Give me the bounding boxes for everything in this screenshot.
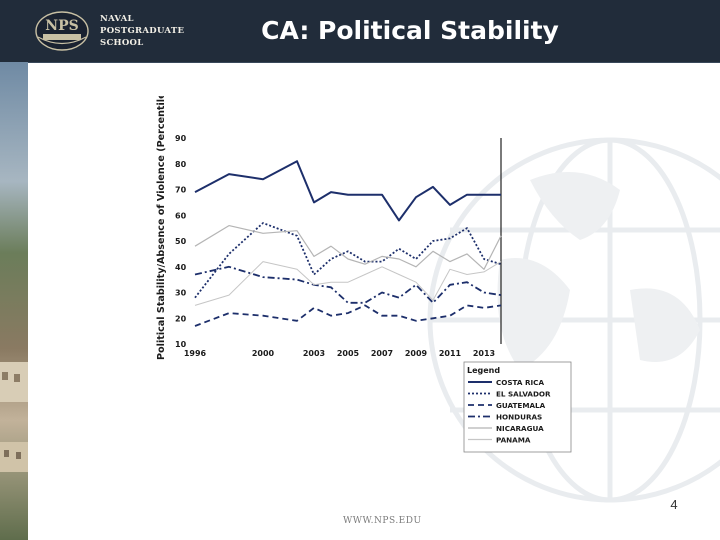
y-tick-label: 50 xyxy=(175,237,187,246)
x-tick-label: 2005 xyxy=(337,349,360,358)
campus-photo xyxy=(0,62,28,540)
logo-badge-text: NPS xyxy=(45,18,78,34)
legend-label-el-salvador: EL SALVADOR xyxy=(496,390,551,399)
y-tick-label: 60 xyxy=(175,211,187,220)
y-tick-label: 70 xyxy=(175,186,187,195)
globe-watermark-icon xyxy=(427,137,720,503)
series-line-costa-rica xyxy=(194,160,501,222)
x-tick-label: 2003 xyxy=(303,349,325,358)
y-tick-label: 10 xyxy=(175,340,187,349)
legend-box xyxy=(463,361,572,453)
school-name-line-2: POSTGRADUATE xyxy=(100,26,185,36)
nps-logo-icon: NPS xyxy=(35,11,89,51)
legend-label-costa-rica: COSTA RICA xyxy=(496,378,544,387)
y-axis-label: Political Stability/Absence of Violence … xyxy=(156,96,167,360)
legend-label-nicaragua: NICARAGUA xyxy=(496,424,544,433)
y-tick-label: 30 xyxy=(175,289,187,298)
legend-label-honduras: HONDURAS xyxy=(496,413,542,422)
chart-legend: Legend COSTA RICA EL SALVADOR GUATEMALA HON… xyxy=(463,361,572,453)
x-tick-label: 2011 xyxy=(439,349,462,358)
series-line-el-salvador xyxy=(194,222,502,299)
political-stability-chart: Political Stability/Absence of Violence … xyxy=(156,96,572,453)
series-line-honduras xyxy=(194,265,502,304)
school-name-line-1: NAVAL xyxy=(100,14,134,24)
legend-label-guatemala: GUATEMALA xyxy=(496,401,546,410)
x-tick-label: 2000 xyxy=(252,349,275,358)
page-number: 4 xyxy=(670,497,678,512)
series-line-nicaragua xyxy=(194,225,502,270)
y-tick-label: 40 xyxy=(175,263,187,272)
legend-label-panama: PANAMA xyxy=(496,436,531,445)
slide-title: CA: Political Stability xyxy=(261,16,559,45)
x-tick-label: 2009 xyxy=(405,349,428,358)
x-tick-label: 2013 xyxy=(473,349,495,358)
x-tick-label: 1996 xyxy=(184,349,207,358)
legend-title: Legend xyxy=(467,366,500,375)
school-name-line-3: SCHOOL xyxy=(100,38,144,48)
y-tick-label: 90 xyxy=(175,134,187,143)
x-tick-label: 2007 xyxy=(371,349,393,358)
y-tick-label: 80 xyxy=(175,160,187,169)
header-bar: NPS NAVAL POSTGRADUATE SCHOOL CA: Politi… xyxy=(0,0,720,63)
school-name: NAVAL POSTGRADUATE SCHOOL xyxy=(100,13,184,49)
y-tick-label: 20 xyxy=(175,314,187,323)
footer-url[interactable]: WWW.NPS.EDU xyxy=(343,516,422,526)
series-line-guatemala xyxy=(194,304,502,327)
series-line-panama xyxy=(194,261,502,306)
